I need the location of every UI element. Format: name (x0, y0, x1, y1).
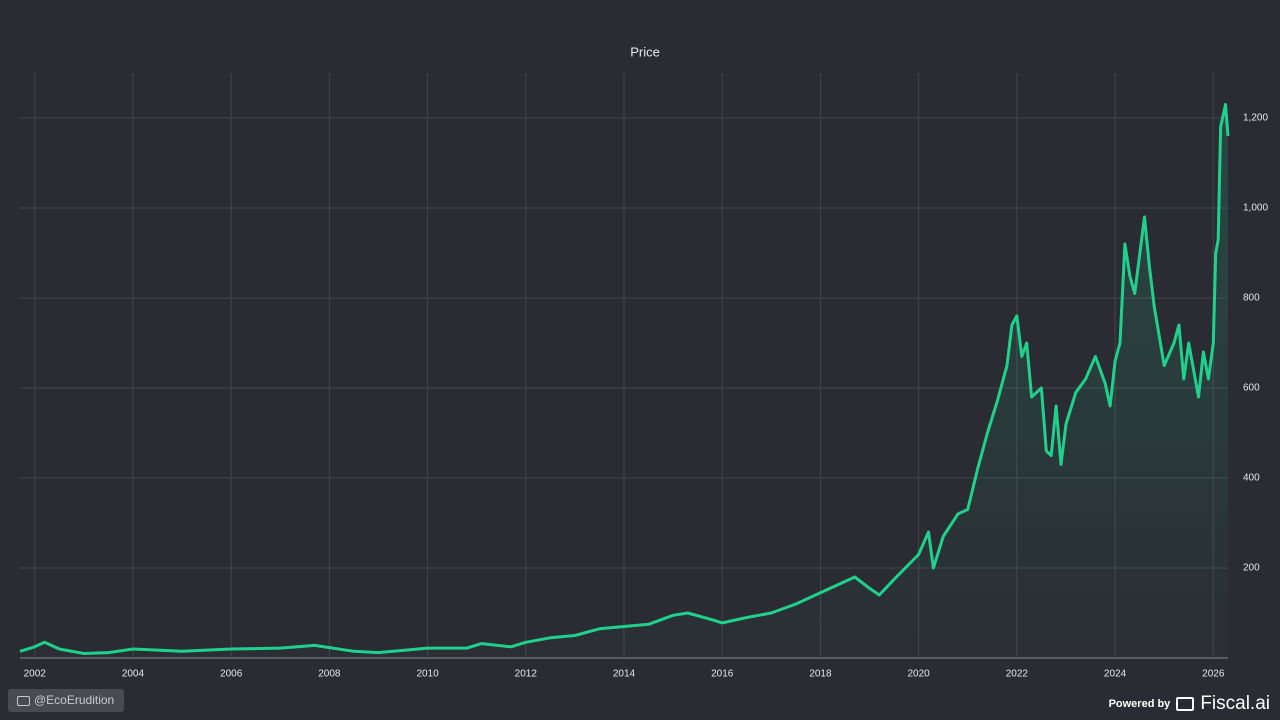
x-tick-label: 2006 (220, 669, 243, 680)
y-tick-label: 1,200 (1243, 113, 1268, 124)
y-tick-label: 200 (1243, 563, 1260, 574)
x-tick-label: 2020 (908, 669, 931, 680)
x-tick-label: 2004 (122, 669, 145, 680)
x-tick-label: 2014 (613, 669, 636, 680)
area-fill (20, 104, 1228, 658)
x-tick-label: 2010 (416, 669, 439, 680)
y-tick-label: 800 (1243, 293, 1260, 304)
powered-by: Powered by (1108, 698, 1171, 710)
watermark: @EcoErudition (8, 689, 125, 712)
x-tick-label: 2022 (1006, 669, 1029, 680)
brand: Fiscal.ai (1200, 693, 1270, 714)
chart-title: Price (630, 44, 660, 59)
y-tick-label: 600 (1243, 383, 1260, 394)
x-tick-label: 2018 (809, 669, 832, 680)
x-tick-label: 2008 (318, 669, 341, 680)
x-tick-label: 2024 (1104, 669, 1127, 680)
x-tick-label: 2002 (24, 669, 47, 680)
price-line (19, 103, 1230, 655)
x-tick-label: 2016 (711, 669, 734, 680)
x-tick-label: 2012 (515, 669, 538, 680)
footer: Powered by Fiscal.ai (1109, 693, 1270, 715)
logo (1176, 697, 1195, 711)
x-tick-label: 2026 (1202, 669, 1225, 680)
y-tick-label: 1,000 (1243, 203, 1268, 214)
y-tick-label: 400 (1243, 473, 1260, 484)
